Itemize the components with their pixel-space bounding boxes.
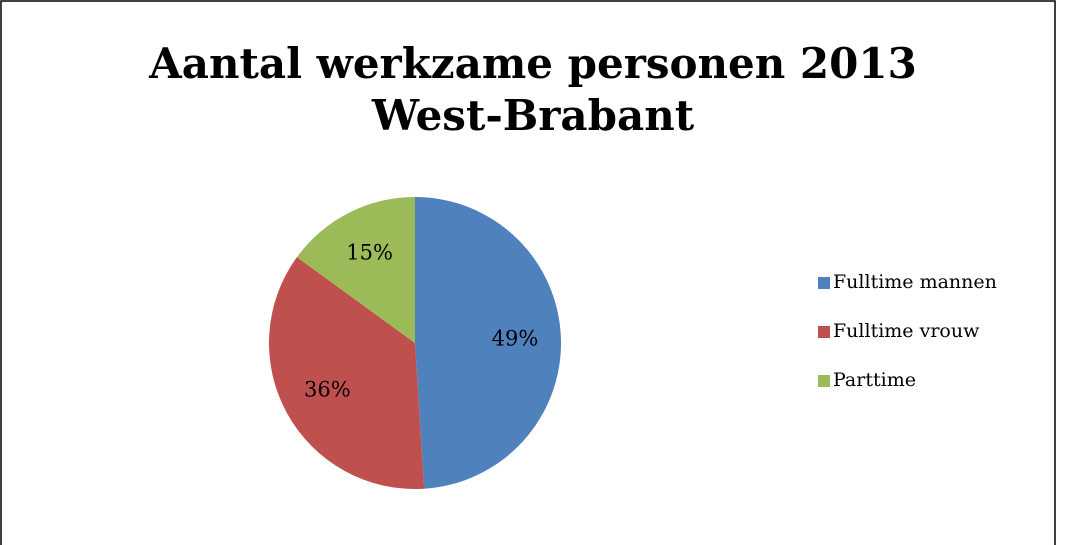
pie-slice <box>415 197 561 489</box>
data-label: 49% <box>492 326 539 350</box>
chart-title: Aantal werkzame personen 2013 <box>148 39 917 88</box>
data-label: 36% <box>304 378 351 402</box>
pie-slice <box>268 257 425 489</box>
legend-swatch <box>818 277 830 289</box>
legend-label: Parttime <box>833 369 916 391</box>
legend-label: Fulltime vrouw <box>833 320 980 342</box>
legend-swatch <box>818 326 830 338</box>
legend-label: Fulltime mannen <box>833 271 997 293</box>
legend-swatch <box>818 375 830 387</box>
pie-slice <box>296 197 415 343</box>
chart-title: West-Brabant <box>371 91 695 140</box>
data-label: 15% <box>346 240 393 264</box>
